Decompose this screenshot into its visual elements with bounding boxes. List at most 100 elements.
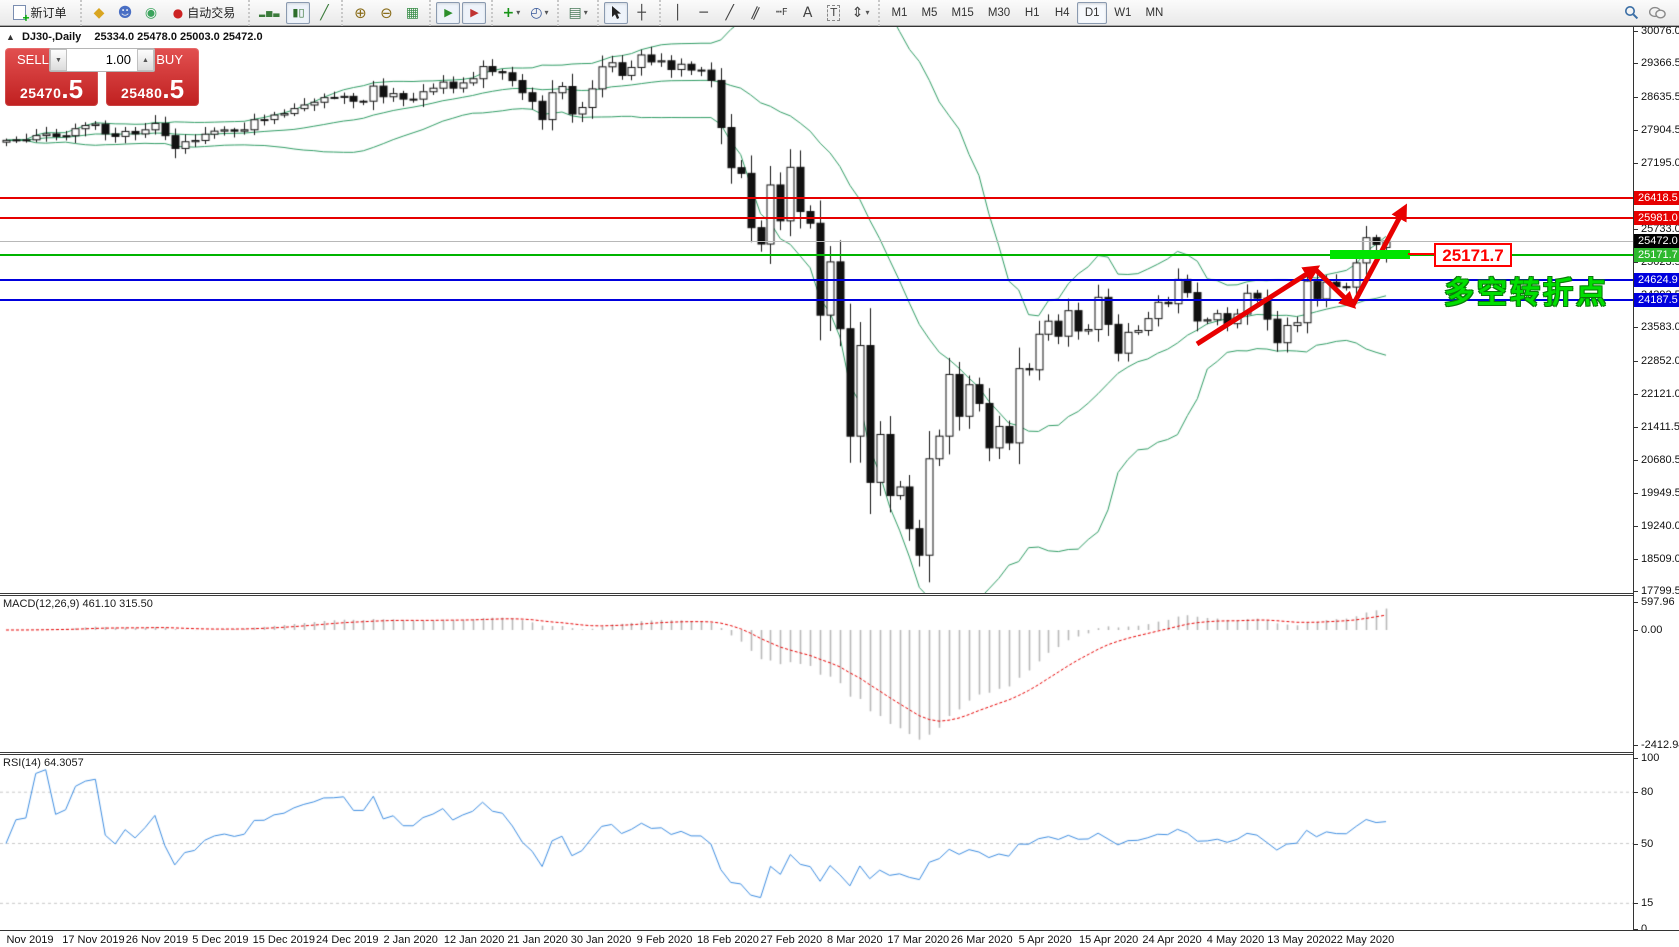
axis-tick: 100 (1634, 752, 1679, 765)
volume-increase-button[interactable]: ▲ (137, 49, 154, 71)
periods-button[interactable]: ◴ ▾ (526, 2, 552, 24)
auto-trading-label: 自动交易 (187, 6, 236, 20)
candlestick-chart-button[interactable]: ▮▯ (286, 1, 311, 24)
timeframe-button-w1[interactable]: W1 (1114, 6, 1132, 19)
toolbar-group-right (1614, 0, 1679, 26)
volume-decrease-button[interactable]: ▼ (50, 49, 67, 71)
support-highlight-bar[interactable] (1330, 250, 1410, 259)
price-line-25171.7[interactable] (0, 254, 1633, 256)
macd-canvas[interactable] (0, 596, 1633, 752)
timeframe-button-m1[interactable]: M1 (891, 6, 908, 19)
turning-point-text[interactable]: 多空转折点 (1444, 277, 1609, 310)
price-badge-25472.0: 25472.0 (1634, 234, 1679, 249)
axis-tick: 18509.0 (1634, 553, 1679, 566)
date-tick: 15 Dec 2019 (252, 934, 315, 946)
axis-tick: 21411.5 (1634, 421, 1679, 434)
axis-tick: 0.00 (1634, 624, 1679, 637)
timeframe-button-m15[interactable]: M15 (951, 6, 974, 19)
axis-tick: 20680.5 (1634, 454, 1679, 467)
trendline-icon: ╱ (725, 4, 734, 21)
price-line-25472.0[interactable] (0, 241, 1633, 242)
price-chart-canvas[interactable] (0, 27, 1633, 593)
text-label-button[interactable]: T (822, 2, 846, 24)
horizontal-line-button[interactable]: ─ (692, 2, 716, 24)
vertical-line-icon: │ (673, 4, 682, 21)
timeframe-button-h4[interactable]: H4 (1054, 6, 1070, 19)
zoom-out-button[interactable]: ⊖ (374, 2, 398, 24)
price-badge-26418.5: 26418.5 (1634, 190, 1679, 205)
timeframe-button-mn[interactable]: MN (1145, 6, 1164, 19)
date-tick: 27 Feb 2020 (760, 934, 823, 946)
indicators-button[interactable]: + ▾ (498, 2, 524, 24)
date-tick: 12 Jan 2020 (443, 934, 505, 946)
panel-divider[interactable] (0, 593, 1679, 596)
price-badge-25171.7: 25171.7 (1634, 247, 1679, 262)
date-tick: 15 Apr 2020 (1078, 934, 1139, 946)
date-tick: 13 May 2020 (1267, 934, 1331, 946)
fibonacci-icon: ┅F (775, 6, 788, 18)
macd-label: MACD(12,26,9) 461.10 315.50 (3, 598, 153, 610)
line-chart-button[interactable]: ╱ (312, 2, 336, 24)
templates-button[interactable]: ▤ ▾ (564, 2, 591, 24)
vertical-line-button[interactable]: │ (666, 2, 690, 24)
axis-tick: 27904.5 (1634, 124, 1679, 137)
trendline-button[interactable]: ╱ (718, 2, 742, 24)
tile-windows-button[interactable]: ▦ (400, 2, 424, 24)
channel-button[interactable]: ∥ (744, 2, 768, 24)
bar-chart-button[interactable]: ▂▅▃ (255, 2, 284, 24)
text-button[interactable]: A (796, 2, 820, 24)
text-label-icon: T (827, 4, 841, 21)
date-tick: 9 Feb 2020 (636, 934, 693, 946)
timeframe-button-m30[interactable]: M30 (987, 6, 1011, 19)
search-button[interactable] (1619, 2, 1643, 24)
timeframe-button-m5[interactable]: M5 (921, 6, 938, 19)
axis-tick: 22852.0 (1634, 355, 1679, 368)
date-tick: 24 Dec 2019 (316, 934, 379, 946)
indicators-plus-icon: + (502, 4, 515, 21)
price-axis: 30076.0 29366.5 28635.5 27904.5 27195.0 25733… (1633, 25, 1679, 935)
date-tick: 30 Jan 2020 (570, 934, 632, 946)
timeframe-button-h1[interactable]: H1 (1024, 6, 1040, 19)
axis-tick: 25733.0 (1634, 223, 1679, 236)
volume-value[interactable]: 1.00 (105, 52, 131, 67)
chat-icon (1649, 6, 1666, 18)
rsi-panel: RSI(14) 64.3057 (0, 755, 1679, 930)
date-tick: 5 Apr 2020 (1018, 934, 1072, 946)
auto-scroll-button[interactable]: ▶ (436, 1, 461, 24)
sell-label: SELL (17, 52, 49, 67)
price-line-26418.5[interactable] (0, 197, 1633, 199)
chart-shift-button[interactable]: ▶ (462, 1, 487, 24)
new-order-label: 新订单 (30, 6, 67, 20)
price-line-24624.9[interactable] (0, 279, 1633, 281)
buy-label: BUY (156, 52, 183, 67)
date-tick: 4 May 2020 (1206, 934, 1265, 946)
cursor-button[interactable] (603, 1, 628, 24)
fibonacci-button[interactable]: ┅F (770, 2, 794, 24)
sell-price: 25470.5 (19, 74, 84, 104)
axis-tick: 27195.0 (1634, 157, 1679, 170)
macd-values: 461.10 315.50 (82, 598, 153, 610)
timeframe-button-d1[interactable]: D1 (1077, 1, 1108, 24)
zoom-out-icon: ⊖ (380, 3, 393, 22)
market-watch-button[interactable]: ☻ (113, 2, 137, 24)
zoom-in-button[interactable]: ⊕ (348, 2, 372, 24)
support-price-callout[interactable]: 25171.7 (1434, 243, 1512, 267)
price-line-25981.0[interactable] (0, 217, 1633, 219)
bar-chart-icon: ▂▅▃ (259, 7, 281, 17)
chat-button[interactable] (1645, 2, 1670, 24)
auto-trading-button[interactable]: ● 自动交易 (165, 2, 243, 24)
price-line-24187.5[interactable] (0, 299, 1633, 301)
crosshair-icon: ┼ (637, 4, 646, 21)
rsi-canvas[interactable] (0, 755, 1633, 930)
signals-button[interactable]: ◉ (139, 2, 163, 24)
arrows-tool-button[interactable]: ⇕ ▾ (848, 2, 874, 24)
signal-icon: ◉ (144, 4, 158, 21)
axis-tick: 28635.5 (1634, 91, 1679, 104)
data-window-button[interactable]: ◆ (87, 2, 111, 24)
axis-tick: 0 (1634, 923, 1679, 936)
arrows-tool-icon: ⇕ (851, 4, 864, 21)
crosshair-button[interactable]: ┼ (630, 2, 654, 24)
toolbar-group-zoom: ⊕ ⊖ ▦ (341, 0, 429, 26)
panel-divider[interactable] (0, 752, 1679, 755)
new-order-button[interactable]: + 新订单 (5, 2, 75, 24)
